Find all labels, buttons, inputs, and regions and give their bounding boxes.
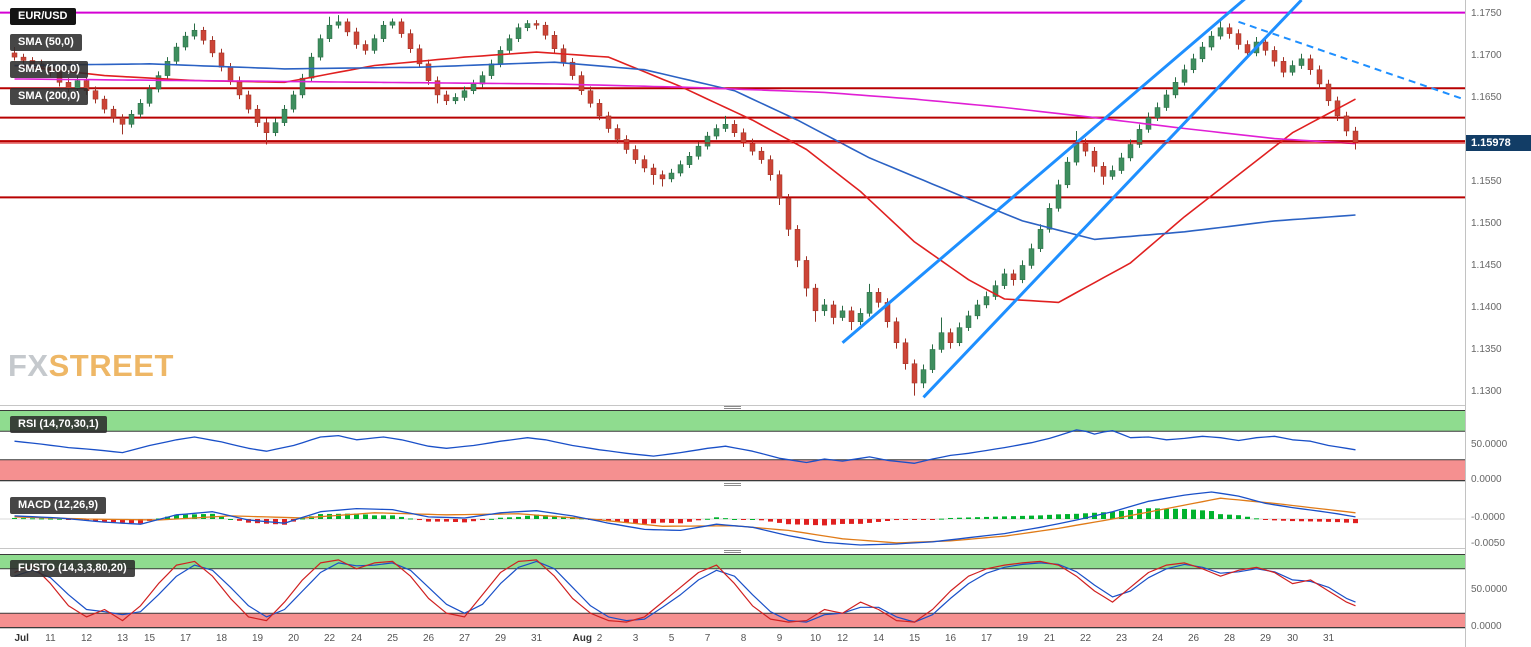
fxstreet-watermark-street: STREET — [48, 348, 174, 383]
rsi-canvas[interactable] — [0, 410, 1465, 481]
price-axis-label: 1.1550 — [1471, 176, 1502, 188]
time-axis-label: 5 — [668, 633, 675, 644]
sma50-badge[interactable]: SMA (50,0) — [10, 34, 82, 51]
time-axis-label: 21 — [1043, 633, 1056, 644]
time-axis-label: 18 — [215, 633, 228, 644]
fxstreet-watermark-fx: FX — [8, 348, 49, 383]
candlestick-canvas[interactable] — [0, 0, 1465, 405]
drag-grip-icon[interactable] — [724, 549, 741, 555]
time-axis-label: 23 — [1115, 633, 1128, 644]
sma100-badge[interactable]: SMA (100,0) — [10, 61, 88, 78]
fxstreet-watermark: FXSTREET — [8, 348, 174, 384]
time-axis-label: 8 — [740, 633, 747, 644]
price-axis-label: 1.1350 — [1471, 344, 1502, 356]
price-axis-label: -0.0050 — [1471, 538, 1505, 549]
price-axis-label: 1.1450 — [1471, 260, 1502, 272]
panel-separator[interactable] — [0, 548, 1465, 555]
time-axis-label: 13 — [116, 633, 129, 644]
time-axis-label: 26 — [1187, 633, 1200, 644]
price-axis-label: 0.0000 — [1471, 474, 1502, 485]
time-axis-label: Jul — [14, 633, 29, 644]
main-chart-panel[interactable]: EUR/USD SMA (50,0) SMA (100,0) SMA (200,… — [0, 0, 1465, 405]
drag-grip-icon[interactable] — [724, 406, 741, 411]
time-axis-label: 29 — [1259, 633, 1272, 644]
time-axis-label: 25 — [386, 633, 399, 644]
panel-separator[interactable] — [0, 481, 1465, 488]
time-axis-label: 2 — [596, 633, 603, 644]
time-axis-label: 26 — [422, 633, 435, 644]
time-axis-label: 3 — [632, 633, 639, 644]
price-axis-label: 1.1500 — [1471, 218, 1502, 230]
time-axis-label: 29 — [494, 633, 507, 644]
time-axis-label: 11 — [45, 633, 56, 644]
time-axis-label: 9 — [776, 633, 783, 644]
macd-panel[interactable]: MACD (12,26,9) — [0, 487, 1465, 548]
time-axis-label: 17 — [980, 633, 993, 644]
stochastic-badge[interactable]: FUSTO (14,3,3,80,20) — [10, 560, 135, 577]
time-axis-label: 14 — [872, 633, 885, 644]
price-axis-label: 1.1300 — [1471, 386, 1502, 398]
time-axis-label: 24 — [1151, 633, 1164, 644]
price-axis-label: -0.0000 — [1471, 512, 1505, 523]
rsi-badge[interactable]: RSI (14,70,30,1) — [10, 416, 107, 433]
time-axis-label: 15 — [143, 633, 156, 644]
price-axis-label: 0.0000 — [1471, 621, 1502, 632]
time-axis-label: Aug — [572, 633, 592, 644]
panel-separator[interactable] — [0, 405, 1465, 411]
time-axis-label: 22 — [323, 633, 336, 644]
time-axis-label: 31 — [530, 633, 543, 644]
price-axis-label: 1.1650 — [1471, 92, 1502, 104]
symbol-badge[interactable]: EUR/USD — [10, 8, 76, 25]
drag-grip-icon[interactable] — [724, 482, 741, 488]
time-axis-label: 10 — [809, 633, 822, 644]
time-axis-label: 12 — [80, 633, 93, 644]
time-axis-label: 27 — [458, 633, 471, 644]
stochastic-panel[interactable]: FUSTO (14,3,3,80,20) — [0, 554, 1465, 628]
time-axis-label: 20 — [287, 633, 300, 644]
time-axis-label: 24 — [350, 633, 363, 644]
price-axis-label: 1.1700 — [1471, 50, 1502, 62]
time-axis-label: 7 — [704, 633, 711, 644]
current-price-badge: 1.15978 — [1466, 134, 1531, 151]
time-axis[interactable]: Jul 11 12 13 15 17 18 19 20 22 24 25 26 27 29 31 Aug 2 3 5 7… — [0, 628, 1465, 647]
rsi-panel[interactable]: RSI (14,70,30,1) — [0, 410, 1465, 481]
macd-canvas[interactable] — [0, 487, 1465, 548]
time-axis-label: 16 — [944, 633, 957, 644]
plot-column: EUR/USD SMA (50,0) SMA (100,0) SMA (200,… — [0, 0, 1465, 647]
price-axis-label: 1.1750 — [1471, 8, 1502, 20]
time-axis-label: 30 — [1286, 633, 1299, 644]
price-axis[interactable]: 1.15978 1.1750 1.1700 1.1650 1.1550 1.1500 1.… — [1465, 0, 1531, 647]
time-axis-label: 15 — [908, 633, 921, 644]
sma200-badge[interactable]: SMA (200,0) — [10, 88, 88, 105]
price-axis-label: 1.1400 — [1471, 302, 1502, 314]
time-axis-label: 12 — [836, 633, 849, 644]
price-axis-label: 50.0000 — [1471, 584, 1508, 595]
time-axis-label: 17 — [179, 633, 192, 644]
time-axis-label: 31 — [1322, 633, 1335, 644]
time-axis-label: 28 — [1223, 633, 1236, 644]
price-axis-label: 50.0000 — [1471, 438, 1508, 450]
time-axis-label: 19 — [251, 633, 264, 644]
time-axis-label: 22 — [1079, 633, 1092, 644]
stochastic-canvas[interactable] — [0, 554, 1465, 628]
macd-badge[interactable]: MACD (12,26,9) — [10, 497, 107, 514]
time-axis-label: 19 — [1016, 633, 1029, 644]
